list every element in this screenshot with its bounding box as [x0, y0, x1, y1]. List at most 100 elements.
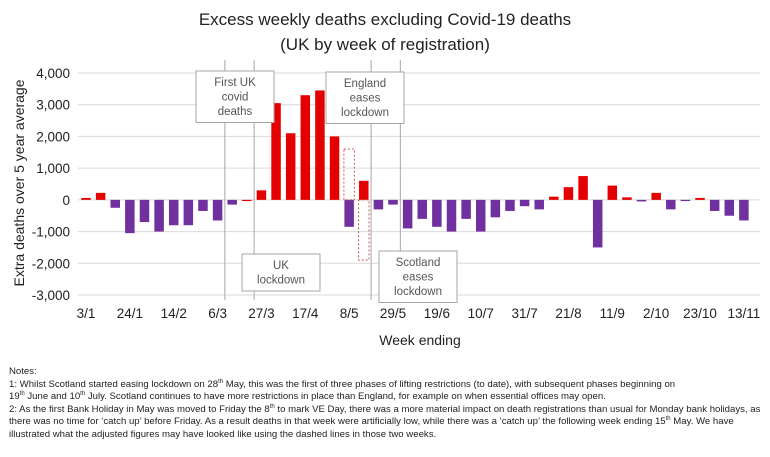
x-tick-label: 17/4: [292, 306, 319, 321]
bar: [139, 199, 150, 223]
bar: [636, 199, 647, 202]
y-tick-label: 0: [62, 193, 70, 208]
y-tick-label: 1,000: [36, 161, 70, 176]
annotation-text: UK: [273, 260, 289, 272]
note-2-text: May. We have illustrated what the adjust…: [9, 416, 734, 440]
bar: [475, 199, 486, 232]
bar: [666, 199, 676, 210]
y-tick-label: -2,000: [32, 256, 70, 271]
x-tick-label: 19/6: [424, 306, 450, 321]
y-tick-label: 3,000: [36, 98, 70, 113]
note-1-text: 19: [9, 391, 20, 403]
annotation-box: [378, 250, 458, 303]
note-1-text: 1: Whilst Scotland started easing lockdo…: [9, 378, 219, 390]
adjusted-dashed-bars: [343, 148, 370, 261]
ordinal-suffix: th: [19, 391, 25, 397]
x-tick-label: 24/1: [117, 306, 143, 321]
bar: [592, 199, 603, 248]
bar: [285, 133, 296, 200]
annotation-text: Scotland: [396, 257, 441, 269]
bar: [388, 199, 398, 205]
dashed-bar: [358, 199, 370, 261]
annotation-box: [325, 71, 405, 124]
x-tick-label: 13/11: [728, 306, 761, 321]
ordinal-suffix: th: [665, 416, 671, 423]
bar: [198, 199, 208, 211]
bar: [95, 192, 106, 200]
bar: [432, 199, 442, 227]
ordinal-suffix: th: [80, 391, 86, 397]
bar: [534, 199, 544, 210]
bar: [402, 199, 413, 229]
x-tick-label: 11/9: [600, 306, 625, 321]
bar: [505, 199, 515, 211]
y-axis-label: Extra deaths over 5 year average: [11, 79, 27, 286]
annotations: First UK covid deaths UK lockdown England ease…: [195, 70, 458, 303]
bar: [329, 136, 340, 200]
note-2: 2: As the first Bank Holiday in May was …: [9, 404, 764, 442]
annotation-text: covid: [222, 92, 249, 104]
chart-subtitle: (UK by week of registration): [280, 35, 490, 54]
bar: [446, 199, 457, 232]
ordinal-suffix: th: [269, 403, 275, 410]
chart-area: 4,0003,0002,0001,0000-1,000-2,000-3,000 …: [11, 60, 761, 348]
bar: [125, 199, 135, 234]
x-tick-label: 31/7: [511, 306, 537, 321]
annotation-text: lockdown: [257, 275, 305, 287]
x-tick-label: 27/3: [248, 306, 274, 321]
bar: [344, 199, 354, 227]
x-tick-label: 29/5: [380, 306, 406, 321]
bar: [315, 90, 325, 200]
bar: [256, 190, 267, 200]
bar: [490, 199, 501, 218]
bar: [607, 185, 618, 200]
bar: [709, 199, 720, 211]
note-1: 1: Whilst Scotland started easing lockdo…: [9, 378, 764, 404]
bar: [739, 199, 749, 221]
note-2-text: to mark VE Day, there was a more materia…: [9, 403, 761, 428]
x-tick-label: 14/2: [161, 306, 187, 321]
annotation-text: lockdown: [341, 107, 389, 119]
x-axis-label: Week ending: [379, 332, 460, 348]
bar: [373, 199, 384, 210]
note-2-text: 2: As the first Bank Holiday in May was …: [9, 403, 270, 415]
annotation-text: England: [344, 78, 386, 90]
bar: [359, 180, 369, 200]
note-1-text: July. Scotland continues to have more re…: [85, 391, 606, 403]
bars: [81, 90, 749, 248]
x-tick-label: 2/10: [643, 306, 669, 321]
notes: Notes: 1: Whilst Scotland started easing…: [9, 366, 764, 442]
bar: [680, 199, 691, 202]
bar: [549, 196, 559, 200]
y-tick-label: 2,000: [36, 129, 70, 144]
bar: [183, 199, 194, 226]
bar: [622, 197, 632, 200]
bar: [724, 199, 735, 216]
bar: [212, 199, 223, 221]
bar: [563, 187, 574, 200]
annotation-box: [195, 70, 275, 123]
y-axis-ticks: 4,000 3,000 2,000 1,000 0 -1,000 -2,000 -3,000: [32, 66, 70, 303]
bar: [271, 103, 281, 200]
note-1-text: May, this was the first of three phases …: [223, 378, 676, 390]
annotation-box: [241, 253, 321, 292]
bar: [461, 199, 471, 219]
x-tick-label: 6/3: [208, 306, 227, 321]
bar: [242, 199, 252, 202]
bar: [417, 199, 428, 219]
annotation-text: lockdown: [394, 286, 442, 298]
bar: [81, 197, 91, 200]
bar: [695, 197, 705, 200]
bar: [168, 199, 179, 226]
y-tick-label: -3,000: [32, 288, 70, 303]
notes-heading: Notes:: [9, 366, 37, 377]
bar: [110, 199, 120, 208]
chart-title: Excess weekly deaths excluding Covid-19 …: [198, 10, 572, 29]
bar: [300, 95, 311, 200]
annotation-text: eases: [350, 93, 381, 105]
y-tick-label: 4,000: [36, 66, 70, 81]
bar: [519, 199, 530, 207]
bar: [651, 192, 661, 200]
x-axis-ticks: 3/1 24/1 14/2 6/3 27/3 17/4 8/5 29/5 19/6 10/7 31/…: [77, 306, 761, 321]
note-1-text: June and 10: [24, 391, 81, 403]
